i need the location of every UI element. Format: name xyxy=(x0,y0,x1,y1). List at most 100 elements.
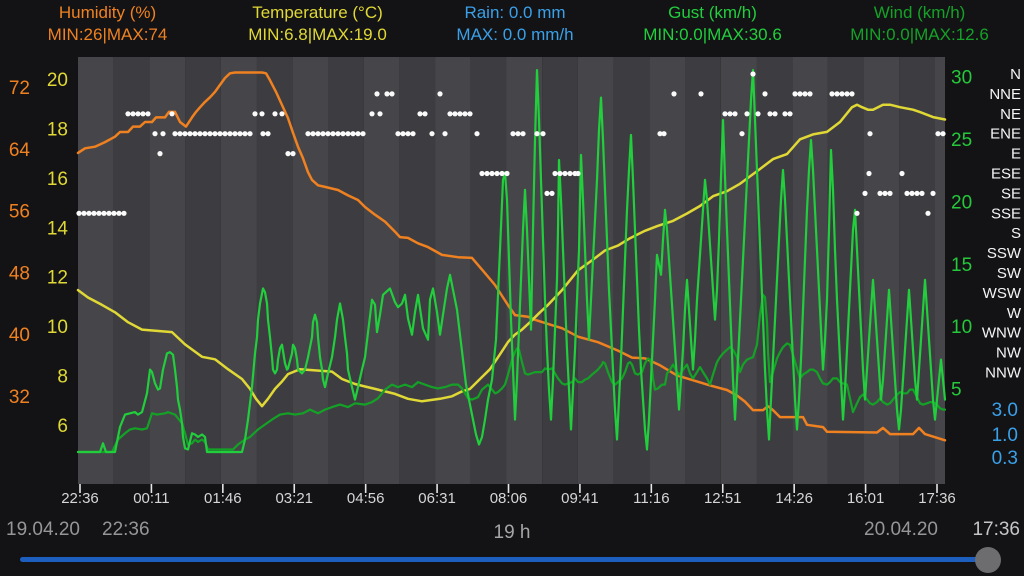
direction-dot xyxy=(698,91,704,97)
plot-stripe xyxy=(256,57,293,484)
temperature-title: Temperature (°C) xyxy=(252,3,383,22)
temperature-axis-label: 12 xyxy=(47,268,68,289)
direction-dot xyxy=(877,190,883,196)
direction-axis-label: ENE xyxy=(990,126,1021,143)
direction-dot xyxy=(279,111,285,117)
plot-stripe xyxy=(506,57,543,484)
direction-dot xyxy=(722,111,728,117)
direction-dot xyxy=(750,71,756,77)
direction-dot xyxy=(452,111,458,117)
humidity-axis-label: 32 xyxy=(9,387,30,408)
wind-title: Wind (km/h) xyxy=(873,3,966,22)
direction-dot xyxy=(442,131,448,137)
humidity-axis-label: 56 xyxy=(9,202,30,223)
direction-dot xyxy=(904,190,910,196)
temperature-axis-label: 18 xyxy=(47,119,68,140)
direction-axis-label: S xyxy=(1011,225,1021,242)
time-tick-label: 04:56 xyxy=(347,490,385,507)
direction-dot xyxy=(462,111,468,117)
direction-dot xyxy=(227,131,233,137)
direction-axis-label: SSW xyxy=(987,245,1022,262)
time-tick-label: 12:51 xyxy=(704,490,742,507)
direction-dot xyxy=(515,131,521,137)
direction-dot xyxy=(510,131,516,137)
direction-dot xyxy=(839,91,845,97)
direction-dot xyxy=(360,131,366,137)
timeline-scrollbar[interactable] xyxy=(20,557,988,562)
plot-stripe xyxy=(649,57,685,484)
direction-dot xyxy=(285,151,291,157)
plot-stripe xyxy=(399,57,436,484)
direction-dot xyxy=(909,190,915,196)
direction-dot xyxy=(272,111,278,117)
rain-axis-label: 0.3 xyxy=(992,448,1018,469)
direction-dot xyxy=(484,170,490,177)
direction-dot xyxy=(374,91,380,97)
direction-dot xyxy=(787,111,793,117)
direction-dot xyxy=(807,91,813,97)
direction-dot xyxy=(755,111,761,117)
direction-dot xyxy=(887,190,893,196)
temperature-axis-label: 14 xyxy=(47,218,69,239)
direction-axis-label: ESE xyxy=(991,166,1021,183)
time-tick-label: 22:36 xyxy=(61,490,99,507)
temperature-minmax: MIN:6.8|MAX:19.0 xyxy=(248,25,387,44)
direction-dot xyxy=(940,131,946,137)
direction-dot xyxy=(834,91,840,97)
direction-dot xyxy=(925,210,931,216)
direction-dot xyxy=(247,131,253,137)
direction-dot xyxy=(369,111,375,117)
wind-axis-label: 25 xyxy=(951,130,972,151)
direction-dot xyxy=(534,131,540,137)
direction-dot xyxy=(160,131,166,137)
direction-dot xyxy=(265,131,271,137)
direction-dot xyxy=(125,111,131,117)
scrub-handle-icon[interactable] xyxy=(975,547,1001,573)
plot-stripe xyxy=(78,57,114,484)
direction-dot xyxy=(140,111,146,117)
time-tick-label: 00:11 xyxy=(133,490,169,507)
direction-dot xyxy=(930,190,936,196)
rain-axis-label: 1.0 xyxy=(992,425,1018,446)
humidity-line xyxy=(76,71,947,442)
direction-dot xyxy=(410,131,416,137)
direction-dot xyxy=(457,111,463,117)
wind-axis-label: 20 xyxy=(951,192,972,213)
direction-dot xyxy=(187,131,193,137)
time-range-bar: 19.04.20 22:36 19 h 20.04.20 17:36 xyxy=(0,519,1024,549)
temperature-line xyxy=(76,103,947,408)
gust-line xyxy=(76,69,947,454)
direction-dot xyxy=(802,91,808,97)
plot-stripe xyxy=(470,57,507,484)
direction-dot xyxy=(494,170,500,177)
direction-dot xyxy=(157,151,163,157)
direction-dot xyxy=(437,91,443,97)
range-end-time: 17:36 xyxy=(972,519,1020,540)
wind-axis-label: 15 xyxy=(951,255,972,276)
direction-dot xyxy=(520,131,526,137)
legend-header: Humidity (%) MIN:26|MAX:74 Temperature (… xyxy=(0,2,1024,46)
humidity-axis-label: 40 xyxy=(9,325,30,346)
direction-dot xyxy=(797,91,803,97)
direction-dot xyxy=(479,170,485,177)
time-tick-label: 16:01 xyxy=(847,490,885,507)
direction-axis-label: SE xyxy=(1001,185,1021,202)
direction-dot xyxy=(829,91,835,97)
direction-dot xyxy=(389,91,395,97)
direction-dot xyxy=(192,131,198,137)
direction-axis-label: NE xyxy=(1000,106,1021,123)
direction-dot xyxy=(744,111,750,117)
time-tick-label: 09:41 xyxy=(561,490,599,507)
humidity-axis-label: 64 xyxy=(9,140,31,161)
direction-dot xyxy=(237,131,243,137)
plot-stripe xyxy=(363,57,400,484)
direction-axis-label: WSW xyxy=(983,285,1022,302)
direction-axis-label: E xyxy=(1011,146,1021,163)
direction-dot xyxy=(899,170,905,177)
legend-rain: Rain: 0.0 mm MAX: 0.0 mm/h xyxy=(420,2,610,46)
time-tick-label: 06:31 xyxy=(418,490,456,507)
direction-dot xyxy=(429,131,435,137)
direction-dot xyxy=(116,210,122,216)
